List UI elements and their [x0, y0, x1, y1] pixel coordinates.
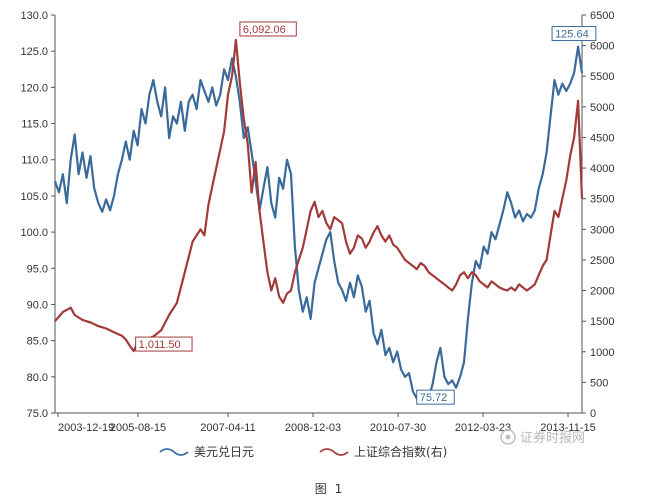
- x-tick-label: 2005-08-15: [110, 422, 166, 434]
- y-left-tick-label: 125.0: [20, 46, 48, 58]
- y-left-tick-label: 85.0: [27, 336, 48, 348]
- legend: 美元兑日元 上证综合指数(右): [159, 444, 447, 459]
- annotation-layer: 6,092.06 1,011.50 125.64 75.72: [135, 21, 597, 405]
- figure-caption: 图 1: [314, 482, 345, 496]
- y-left-tick-label: 130.0: [20, 10, 48, 22]
- x-tick-label: 2012-03-23: [455, 422, 511, 434]
- x-tick-label: 2007-04-11: [200, 422, 255, 434]
- annotation-label: 1,011.50: [139, 339, 181, 351]
- annotation-label: 75.72: [420, 392, 448, 404]
- y-right-tick-label: 500: [590, 377, 608, 389]
- annotation-box: [239, 21, 297, 37]
- y-axis-left: 130.0 125.0 120.0 115.0 110.0 105.0 100.0 95.0 9…: [20, 10, 55, 420]
- annotation-box: [135, 336, 193, 352]
- y-left-tick-label: 115.0: [21, 119, 48, 131]
- y-left-tick-label: 100.0: [20, 227, 48, 239]
- y-right-tick-label: 5500: [590, 71, 614, 83]
- y-left-tick-label: 90.0: [27, 299, 48, 311]
- x-tick-label: 2013-11-15: [540, 422, 595, 434]
- y-right-tick-label: 1000: [590, 347, 614, 359]
- y-right-tick-label: 6500: [590, 10, 614, 22]
- y-left-tick-label: 80.0: [27, 372, 48, 384]
- annotation-label: 6,092.06: [243, 24, 286, 36]
- y-left-tick-label: 110.0: [21, 155, 48, 167]
- y-right-tick-label: 2500: [590, 255, 614, 267]
- annotation-box: [551, 26, 597, 42]
- legend-swatch: [319, 448, 349, 456]
- x-tick-label: 2003-12-19: [58, 422, 114, 434]
- y-right-tick-label: 4000: [590, 163, 614, 175]
- watermark-logo-icon: [500, 429, 516, 445]
- chart-canvas: 130.0 125.0 120.0 115.0 110.0 105.0 100.0 95.0 9…: [20, 10, 614, 459]
- y-left-tick-label: 75.0: [27, 408, 48, 420]
- y-right-tick-label: 3000: [590, 224, 614, 236]
- y-right-tick-label: 5000: [590, 102, 614, 114]
- y-right-tick-label: 6000: [590, 41, 614, 53]
- shanghai-index-series-line: [54, 38, 584, 353]
- y-right-tick-label: 0: [590, 408, 596, 420]
- legend-label: 美元兑日元: [194, 445, 254, 459]
- usd-jpy-series-line: [53, 45, 584, 404]
- y-axis-right: 6500600055005000450040003500300025002000…: [582, 10, 614, 420]
- annotation-box: [416, 389, 455, 405]
- y-right-tick-label: 1500: [590, 316, 614, 328]
- watermark: 证券时报网: [500, 429, 585, 446]
- y-right-tick-label: 4500: [590, 132, 614, 144]
- y-right-tick-label: 2000: [590, 286, 614, 298]
- y-left-tick-label: 120.0: [20, 82, 48, 94]
- annotation-label: 125.64: [555, 29, 589, 41]
- x-tick-label: 2008-12-03: [285, 422, 341, 434]
- x-tick-label: 2010-07-30: [370, 422, 426, 434]
- y-left-tick-label: 95.0: [27, 263, 48, 275]
- plot-frame: [54, 15, 583, 414]
- watermark-text: 证券时报网: [520, 430, 585, 446]
- y-right-tick-label: 3500: [590, 194, 614, 206]
- series-layer: [53, 38, 584, 404]
- legend-swatch: [159, 448, 189, 456]
- y-left-tick-label: 105.0: [20, 191, 48, 203]
- legend-label: 上证综合指数(右): [354, 444, 447, 459]
